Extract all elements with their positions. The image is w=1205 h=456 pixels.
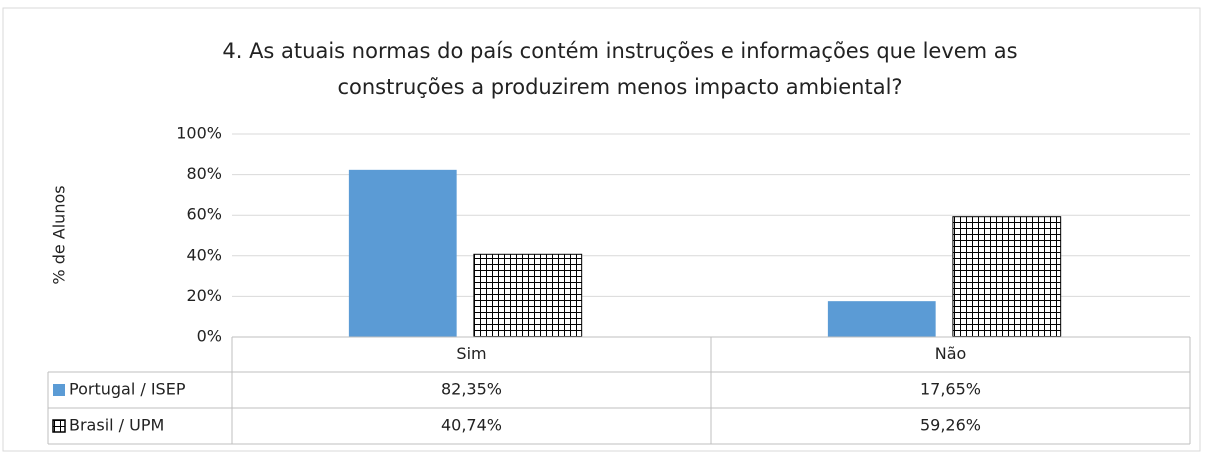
y-tick-label: 0% (197, 327, 222, 346)
chart-title: 4. As atuais normas do país contém instr… (222, 39, 1017, 63)
y-tick-label: 40% (186, 245, 222, 264)
y-tick-label: 100% (176, 124, 222, 143)
chart-title: construções a produzirem menos impacto a… (337, 75, 902, 99)
y-axis-label: % de Alunos (50, 185, 69, 284)
data-label: 59,26% (920, 416, 981, 435)
y-tick-label: 80% (186, 164, 222, 183)
x-tick-label: Sim (456, 344, 486, 363)
bar (348, 169, 457, 337)
legend-label: Portugal / ISEP (69, 380, 186, 399)
bar (952, 216, 1062, 338)
bar (473, 253, 583, 338)
bar (827, 301, 936, 337)
legend-key (53, 384, 65, 396)
legend-key (52, 419, 66, 433)
y-tick-label: 20% (186, 286, 222, 305)
y-tick-label: 60% (186, 205, 222, 224)
data-label: 40,74% (441, 416, 502, 435)
x-tick-label: Não (935, 344, 967, 363)
data-label: 82,35% (441, 380, 502, 399)
legend-label: Brasil / UPM (69, 416, 164, 435)
data-label: 17,65% (920, 380, 981, 399)
